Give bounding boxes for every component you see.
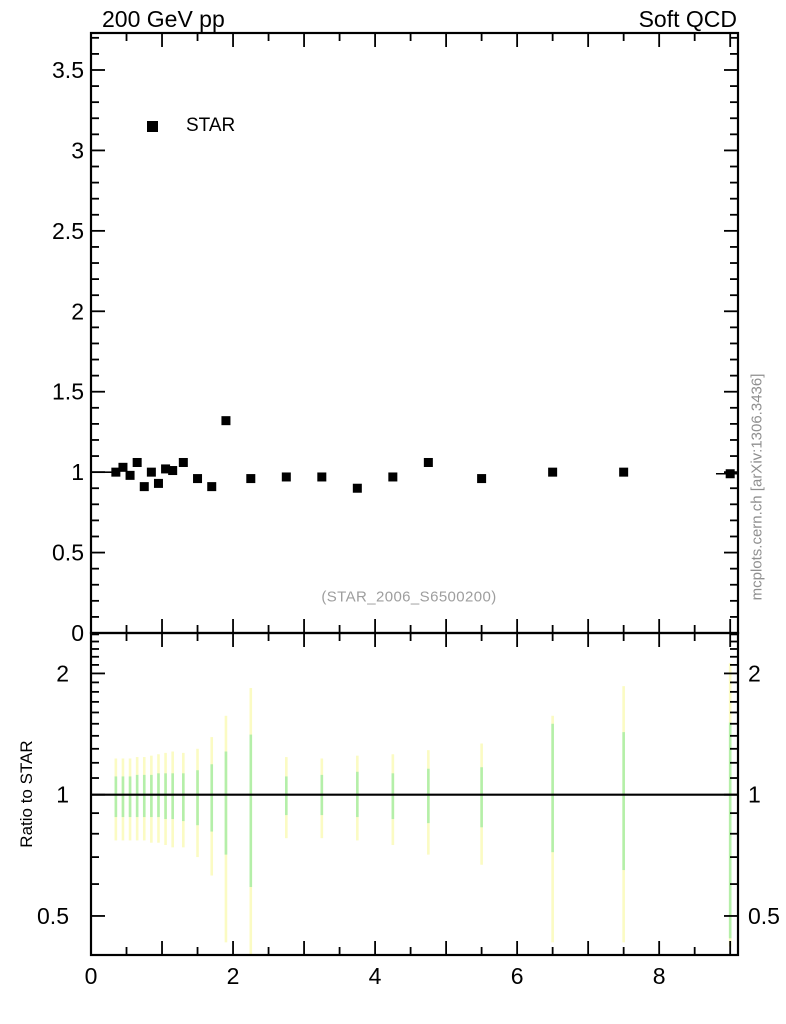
mcplots-arxiv-note: mcplots.cern.ch [arXiv:1306.3436] bbox=[748, 373, 766, 601]
ratio-inner-error-bar bbox=[196, 770, 199, 826]
main-y-tick-label: 1.5 bbox=[52, 379, 84, 405]
data-point-marker bbox=[548, 467, 558, 477]
ratio-inner-error-bar bbox=[210, 764, 214, 832]
ratio-inner-error-bar bbox=[114, 776, 118, 818]
data-point-marker bbox=[207, 482, 217, 492]
data-point-marker bbox=[168, 466, 178, 476]
ratio-axis-title: Ratio to STAR bbox=[17, 740, 36, 848]
ratio-y-tick-label-right: 2 bbox=[748, 660, 761, 686]
ratio-inner-error-bar bbox=[135, 774, 139, 818]
x-tick-label: 2 bbox=[227, 963, 240, 989]
data-point-marker bbox=[153, 478, 163, 488]
data-point-marker bbox=[281, 472, 291, 482]
ratio-y-tick-label-left: 0.5 bbox=[37, 903, 69, 929]
ratio-inner-error-bar bbox=[391, 773, 395, 820]
analysis-id-watermark: (STAR_2006_S6500200) bbox=[321, 588, 497, 606]
ratio-y-tick-label-left: 1 bbox=[56, 782, 69, 808]
data-point-marker bbox=[388, 472, 398, 482]
filled-square-icon bbox=[147, 120, 158, 132]
ratio-inner-error-bar bbox=[150, 774, 153, 818]
data-point-marker bbox=[132, 457, 142, 467]
data-point-marker bbox=[178, 457, 188, 467]
data-point-marker bbox=[725, 469, 735, 479]
ratio-inner-error-bar bbox=[142, 774, 146, 818]
main-y-tick-label: 2.5 bbox=[52, 218, 84, 244]
data-point-marker bbox=[146, 467, 156, 477]
ratio-inner-error-bar bbox=[480, 767, 483, 828]
ratio-inner-error-bar bbox=[128, 776, 132, 818]
ratio-inner-error-bar bbox=[182, 773, 185, 822]
plot-title-process: Soft QCD bbox=[638, 6, 737, 32]
data-point-marker bbox=[423, 457, 433, 467]
data-point-marker bbox=[111, 467, 121, 477]
main-y-tick-label: 1 bbox=[71, 459, 84, 485]
legend-label: STAR bbox=[186, 115, 236, 136]
ratio-inner-error-bar bbox=[164, 773, 167, 820]
data-point-marker bbox=[139, 482, 149, 492]
main-y-tick-label: 3 bbox=[71, 137, 84, 163]
data-point-marker bbox=[619, 467, 629, 477]
main-y-tick-label: 0 bbox=[71, 620, 84, 646]
ratio-inner-error-bar bbox=[622, 732, 625, 871]
ratio-inner-error-bar bbox=[224, 751, 228, 855]
main-y-tick-label: 3.5 bbox=[52, 57, 84, 83]
data-point-marker bbox=[193, 474, 203, 484]
data-point-marker bbox=[125, 470, 135, 480]
main-y-tick-label: 2 bbox=[71, 298, 84, 324]
x-tick-label: 6 bbox=[511, 963, 524, 989]
data-point-marker bbox=[118, 462, 128, 472]
ratio-inner-error-bar bbox=[171, 773, 174, 820]
ratio-inner-error-bar bbox=[728, 722, 732, 939]
ratio-inner-error-bar bbox=[551, 723, 554, 853]
data-point-marker bbox=[246, 474, 256, 484]
data-point-marker bbox=[317, 472, 327, 482]
ratio-y-tick-label-right: 1 bbox=[748, 782, 761, 808]
main-y-tick-label: 0.5 bbox=[52, 540, 84, 566]
ratio-y-tick-label-left: 2 bbox=[56, 660, 69, 686]
ratio-inner-error-bar bbox=[121, 776, 125, 818]
data-point-marker bbox=[221, 416, 231, 426]
data-point-marker bbox=[477, 474, 487, 484]
x-tick-label: 0 bbox=[85, 963, 98, 989]
ratio-y-tick-label-right: 0.5 bbox=[748, 903, 780, 929]
x-tick-label: 8 bbox=[653, 963, 666, 989]
data-point-marker bbox=[352, 483, 362, 493]
data-point-marker bbox=[161, 464, 171, 474]
ratio-inner-error-bar bbox=[249, 734, 253, 888]
legend: STAR bbox=[147, 115, 235, 137]
plot-title-energy: 200 GeV pp bbox=[102, 6, 225, 32]
x-tick-label: 4 bbox=[369, 963, 382, 989]
ratio-inner-error-bar bbox=[427, 768, 430, 824]
